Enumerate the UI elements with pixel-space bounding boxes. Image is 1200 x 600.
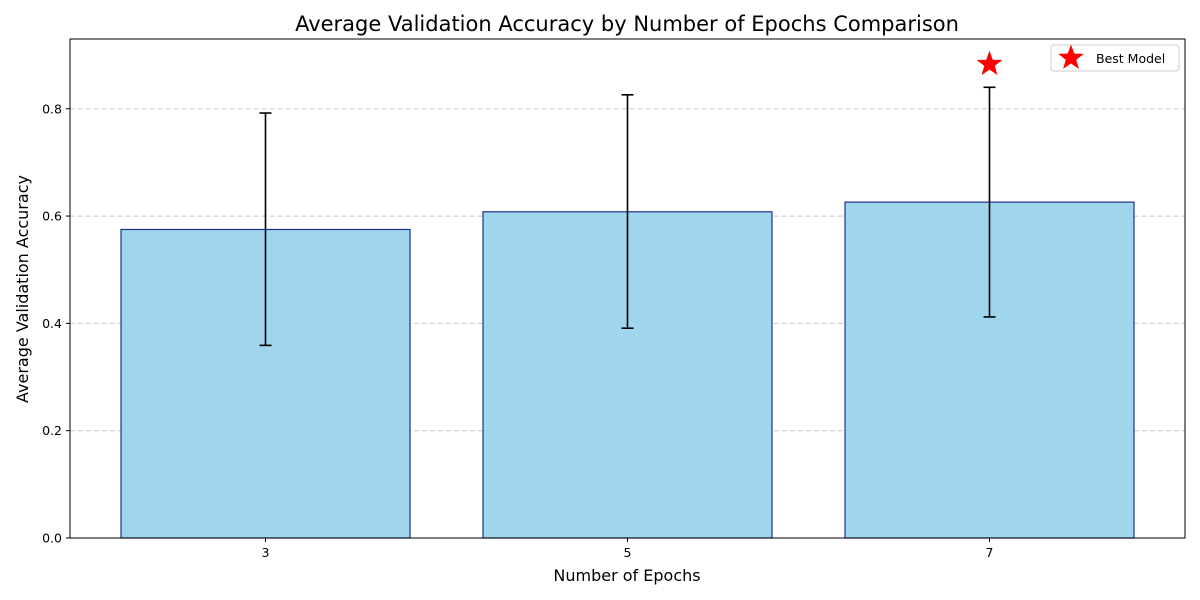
y-tick-label: 0.0 <box>42 531 62 546</box>
y-tick-label: 0.6 <box>42 209 62 224</box>
y-tick-label: 0.2 <box>42 423 62 438</box>
x-tick-label: 7 <box>986 545 994 560</box>
best-model-marker-group <box>976 50 1003 76</box>
legend-star-icon <box>1058 44 1084 69</box>
y-axis-ticks: 0.0 0.2 0.4 0.6 0.8 <box>42 101 70 546</box>
error-bars <box>259 86 996 347</box>
legend-label: Best Model <box>1096 51 1165 66</box>
legend: Best Model <box>1050 44 1180 72</box>
y-axis-label: Average Validation Accuracy <box>13 175 32 403</box>
x-tick-label: 3 <box>262 545 270 560</box>
x-tick-label: 5 <box>624 545 632 560</box>
y-tick-label: 0.8 <box>42 101 62 116</box>
chart-title: Average Validation Accuracy by Number of… <box>295 12 959 36</box>
x-axis-label: Number of Epochs <box>553 566 700 585</box>
x-axis-ticks: 3 5 7 <box>262 538 994 560</box>
best-model-star-icon <box>976 50 1003 76</box>
legend-box <box>1050 44 1180 72</box>
y-tick-label: 0.4 <box>42 316 62 331</box>
